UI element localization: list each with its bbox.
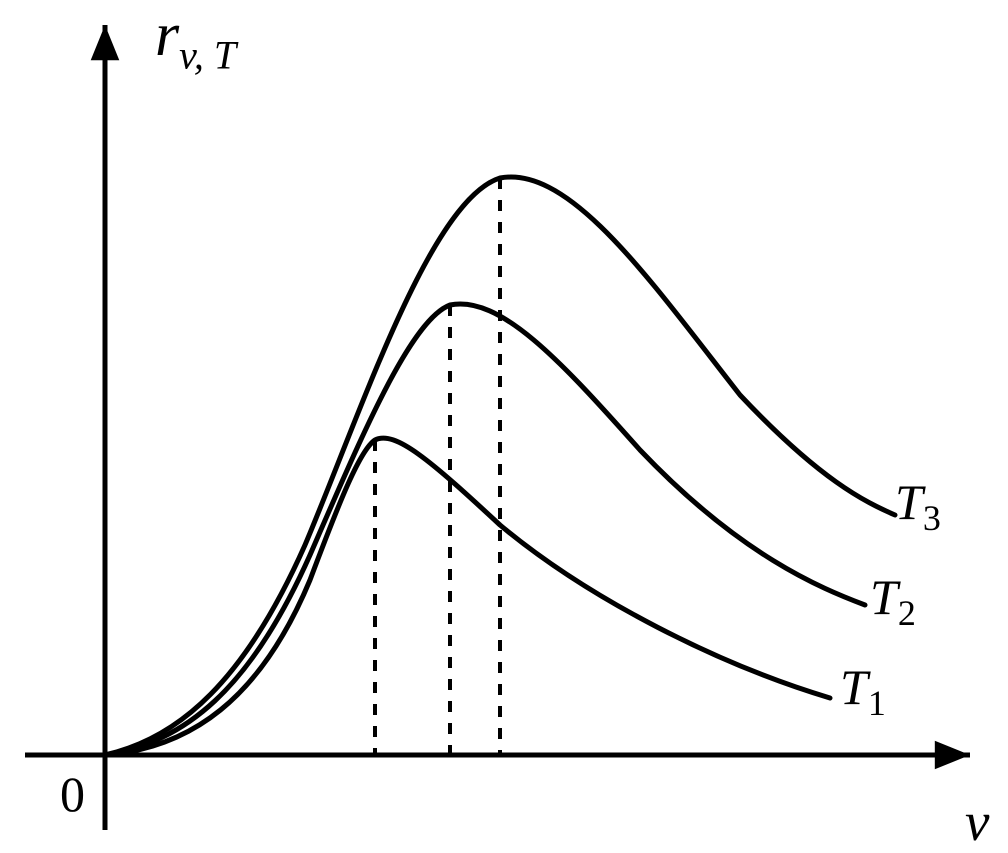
y-axis-label-sub: v, T bbox=[179, 32, 236, 77]
origin-label: 0 bbox=[60, 765, 85, 823]
curve-label-t1-sub: 1 bbox=[868, 683, 886, 723]
y-axis-label: rv, T bbox=[155, 0, 236, 78]
curve-label-t3-sub: 3 bbox=[923, 498, 941, 538]
curve-label-t3: T3 bbox=[895, 473, 941, 539]
chart-container: rv, T v 0 T1 T2 T3 bbox=[0, 0, 1008, 850]
curve-label-t3-main: T bbox=[895, 474, 923, 530]
curve-label-t1-main: T bbox=[840, 659, 868, 715]
y-axis-label-main: r bbox=[155, 1, 179, 69]
curve-label-t1: T1 bbox=[840, 658, 886, 724]
x-axis-label-text: v bbox=[965, 791, 989, 852]
curve-label-t2-main: T bbox=[870, 569, 898, 625]
x-axis-label: v bbox=[965, 790, 989, 853]
origin-label-text: 0 bbox=[60, 766, 85, 822]
curve-label-t2-sub: 2 bbox=[898, 593, 916, 633]
curve-label-t2: T2 bbox=[870, 568, 916, 634]
